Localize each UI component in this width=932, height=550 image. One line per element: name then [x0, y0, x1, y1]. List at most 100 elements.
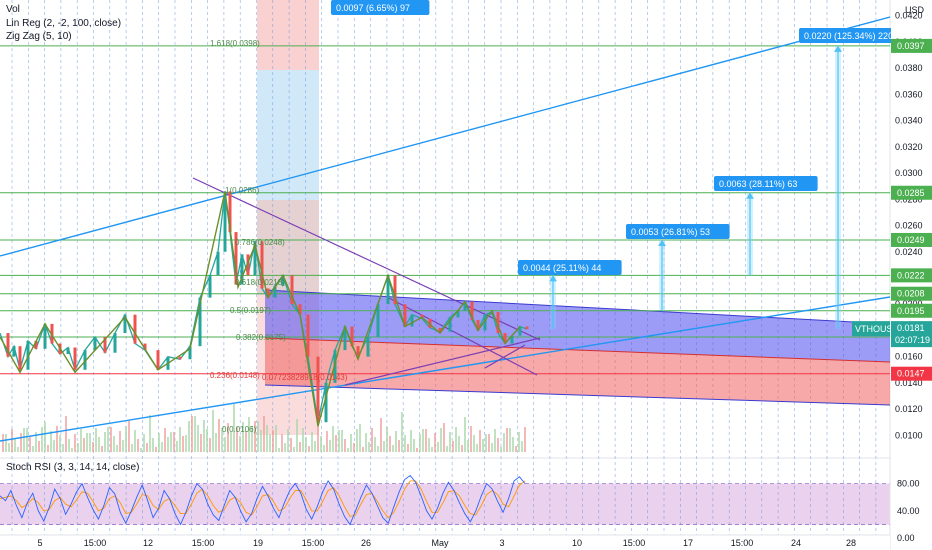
volume-bar [311, 432, 313, 452]
projection-label: 0.0097 (6.65%) 97 [336, 3, 410, 13]
osc-tick-label: 80.00 [897, 479, 920, 489]
volume-bar [224, 437, 226, 452]
price-candle [410, 314, 414, 327]
level-tag [891, 185, 932, 200]
level-tag [891, 38, 932, 53]
volume-bar [509, 428, 511, 452]
y-tick-label: 0.0120 [895, 404, 923, 414]
trendline-purple-3 [384, 295, 538, 376]
volume-bar [359, 424, 361, 452]
x-tick-label: 3 [499, 538, 504, 548]
level-tag [891, 286, 932, 301]
volume-bar [257, 421, 259, 452]
stoch-d-line [0, 480, 526, 519]
price-candle [223, 191, 227, 252]
volume-bar [17, 447, 19, 452]
volume-bar [179, 427, 181, 452]
price-candle [188, 346, 192, 360]
price-candle [240, 254, 244, 285]
volume-bar [335, 435, 337, 452]
projection-label: 0.0044 (25.11%) 44 [523, 263, 601, 273]
volume-bar [329, 440, 331, 452]
volume-bar [188, 421, 190, 452]
level-tag-label: 0.0208 [897, 289, 925, 299]
projection-box [518, 260, 622, 275]
indicator-vol[interactable]: Vol [6, 4, 20, 15]
projection-arrows: 0.0097 (6.65%) 97 0.0044 (25.11%) 44 0.005… [331, 0, 913, 330]
price-candle [298, 304, 302, 315]
volume-bars [2, 404, 526, 452]
volume-bar [410, 430, 412, 452]
projection-box [799, 28, 913, 43]
y-tick-label: 0.0340 [895, 116, 923, 126]
volume-bar [92, 442, 94, 452]
x-tick-label: 24 [791, 538, 801, 548]
x-tick-label: 5 [37, 538, 42, 548]
volume-bar [161, 442, 163, 452]
price-candle [438, 327, 442, 332]
price-candle [253, 241, 257, 276]
x-tick-label: 17 [683, 538, 693, 548]
volume-bar [338, 430, 340, 452]
volume-bar [512, 437, 514, 452]
volume-bar [476, 444, 478, 452]
axis-unit: USD [905, 5, 925, 15]
volume-bar [290, 438, 292, 452]
level-tag-label: 0.0147 [897, 369, 925, 379]
volume-bar [515, 446, 517, 452]
price-candle [43, 323, 47, 349]
volume-bar [401, 412, 403, 452]
volume-bar [155, 447, 157, 452]
volume-bar [341, 430, 343, 452]
indicator-linreg[interactable]: Lin Reg (2, -2, 100, close) [6, 18, 122, 29]
volume-bar [488, 434, 490, 452]
volume-bar [356, 429, 358, 452]
volume-bar [5, 434, 7, 452]
y-tick-label: 0.0320 [895, 142, 923, 152]
volume-bar [26, 428, 28, 452]
time-axis: 5 15:00 12 15:00 19 15:00 26 May 3 10 15:00 17 15:00… [0, 534, 890, 550]
volume-bar [233, 404, 235, 452]
fib-label: 0(0.0106) [222, 425, 257, 434]
volume-bar [38, 441, 40, 452]
x-tick-label: 28 [846, 538, 856, 548]
volume-bar [131, 444, 133, 452]
volume-bar [485, 434, 487, 452]
countdown-label: 02:07:19 [895, 335, 930, 345]
volume-bar [242, 422, 244, 452]
x-tick-label: 15:00 [192, 538, 215, 548]
channel-lower [265, 338, 890, 405]
price-candle [463, 301, 467, 311]
volume-bar [353, 443, 355, 452]
price-candle [93, 336, 97, 351]
volume-bar [89, 433, 91, 452]
fib-label: 0.236(0.0148) [210, 371, 260, 380]
fib-label: 0.786(0.0248) [235, 238, 285, 247]
volume-bar [377, 446, 379, 452]
indicator-zigzag[interactable]: Zig Zag (5, 10) [6, 31, 72, 42]
volume-bar [521, 441, 523, 452]
volume-bar [437, 442, 439, 452]
volume-bar [86, 433, 88, 452]
fib-label: 0.5(0.0197) [230, 306, 271, 315]
projection-head [549, 275, 557, 282]
volume-bar [371, 428, 373, 452]
trendline-purple-4 [484, 344, 526, 369]
volume-bar [248, 417, 250, 452]
volume-bar [119, 431, 121, 452]
volume-bar [59, 435, 61, 452]
volume-bar [230, 432, 232, 452]
level-tag-label: 0.0285 [897, 188, 925, 198]
volume-bar [74, 434, 76, 452]
volume-bar [197, 425, 199, 452]
volume-bar [212, 410, 214, 452]
price-candle [156, 350, 160, 370]
indicator-stochrsi[interactable]: Stoch RSI (3, 3, 14, 14, close) [6, 462, 140, 473]
y-tick-label: 0.0420 [895, 11, 923, 21]
fib-label: 1.618(0.0398) [210, 39, 260, 48]
volume-bar [464, 417, 466, 452]
price-series [0, 191, 529, 423]
volume-bar [128, 421, 130, 452]
volume-bar [260, 430, 262, 452]
